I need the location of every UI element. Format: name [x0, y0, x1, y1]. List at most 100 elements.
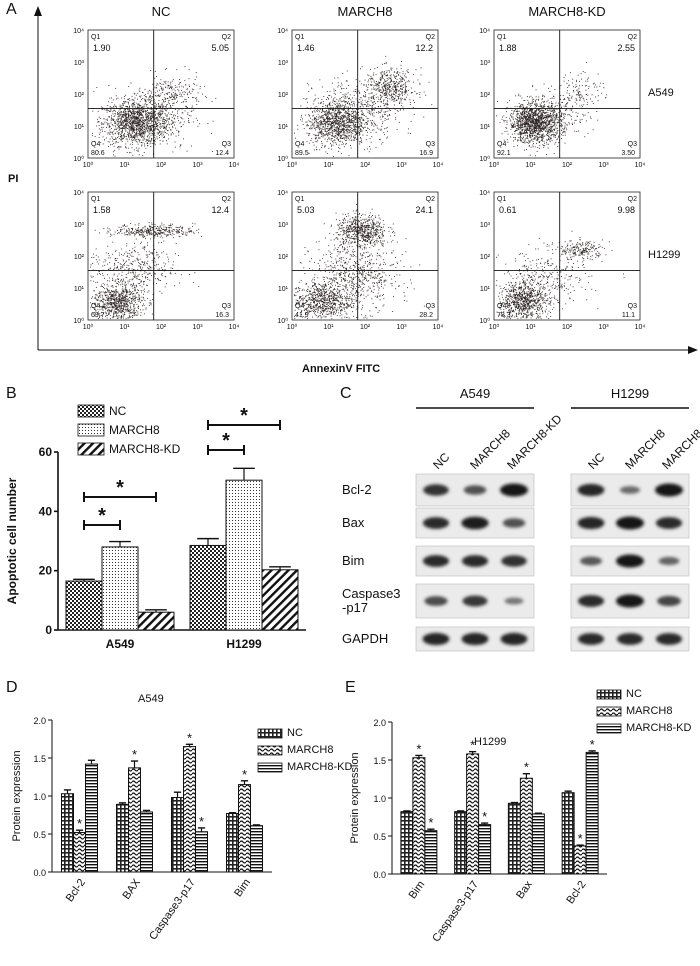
cell-event — [157, 132, 159, 134]
cell-event — [547, 129, 549, 131]
cell-event — [138, 118, 140, 120]
cell-event — [130, 136, 132, 138]
cell-event — [528, 122, 529, 124]
cell-event — [539, 109, 540, 111]
cell-event — [160, 93, 162, 95]
cell-event — [129, 121, 130, 123]
cell-event — [130, 123, 131, 125]
cell-event — [404, 75, 405, 77]
cell-event — [123, 134, 125, 136]
cell-event — [402, 70, 404, 72]
cell-event — [520, 106, 522, 107]
cell-event — [543, 136, 545, 137]
cell-event — [154, 117, 155, 119]
cell-event — [398, 93, 400, 95]
cell-event — [182, 92, 184, 94]
cell-event — [410, 92, 412, 94]
cell-event — [395, 83, 396, 84]
cell-event — [400, 68, 402, 70]
cell-event — [120, 122, 122, 124]
cell-event — [347, 113, 348, 114]
cell-event — [166, 115, 168, 117]
cell-event — [517, 110, 519, 112]
cell-event — [145, 96, 147, 98]
cell-event — [140, 105, 142, 106]
cell-event — [350, 133, 352, 135]
cell-event — [511, 124, 512, 126]
cell-event — [122, 115, 124, 117]
cell-event — [308, 152, 310, 154]
cell-event — [535, 114, 537, 116]
cell-event — [105, 109, 107, 111]
cell-event — [412, 107, 414, 108]
cell-event — [114, 115, 116, 117]
cell-event — [394, 113, 396, 114]
cell-event — [322, 101, 324, 102]
cell-event — [350, 122, 352, 124]
cell-event — [516, 110, 518, 112]
cell-event — [111, 128, 112, 129]
cell-event — [347, 119, 348, 121]
cell-event — [330, 119, 332, 120]
cell-event — [139, 110, 141, 112]
cell-event — [333, 142, 335, 144]
cell-event — [334, 110, 336, 112]
cell-event — [159, 89, 160, 91]
cell-event — [513, 110, 515, 112]
cell-event — [335, 132, 337, 134]
cell-event — [107, 124, 109, 126]
cell-event — [160, 131, 162, 133]
cell-event — [159, 82, 161, 84]
cell-event — [384, 92, 385, 94]
cell-event — [321, 112, 322, 113]
cell-event — [315, 134, 317, 136]
cell-event — [338, 100, 339, 102]
cell-event — [127, 117, 129, 118]
cell-event — [542, 115, 543, 117]
cell-event — [535, 102, 537, 104]
cell-event — [182, 118, 184, 120]
cell-event — [342, 137, 344, 139]
cell-event — [177, 130, 179, 132]
cell-event — [561, 124, 563, 125]
cell-event — [342, 130, 343, 131]
cell-event — [522, 138, 524, 140]
cell-event — [132, 120, 134, 122]
cell-event — [150, 101, 151, 102]
cell-event — [398, 121, 400, 123]
cell-event — [550, 138, 552, 140]
cell-event — [336, 113, 338, 115]
cell-event — [386, 104, 388, 105]
cell-event — [524, 140, 526, 142]
cell-event — [331, 108, 333, 110]
cell-event — [327, 106, 328, 108]
cell-event — [556, 113, 558, 115]
cell-event — [533, 121, 535, 123]
cell-event — [515, 125, 516, 127]
cell-event — [121, 130, 123, 132]
cell-event — [519, 119, 521, 121]
cell-event — [129, 117, 131, 119]
cell-event — [325, 128, 327, 130]
cell-event — [386, 80, 388, 81]
cell-event — [541, 102, 542, 104]
cell-event — [341, 106, 343, 108]
cell-event — [150, 110, 152, 112]
cell-event — [324, 144, 326, 146]
cell-event — [538, 105, 540, 107]
cell-event — [106, 118, 108, 120]
cell-event — [517, 118, 518, 120]
cell-event — [131, 116, 133, 118]
cell-event — [380, 78, 381, 80]
cell-event — [176, 86, 178, 88]
cell-event — [136, 141, 138, 143]
cell-event — [537, 123, 538, 125]
cell-event — [126, 124, 128, 126]
cell-event — [102, 107, 104, 109]
cell-event — [384, 79, 385, 81]
cell-event — [303, 128, 305, 130]
cell-event — [561, 120, 563, 121]
cell-event — [171, 96, 172, 98]
cell-event — [174, 118, 176, 120]
